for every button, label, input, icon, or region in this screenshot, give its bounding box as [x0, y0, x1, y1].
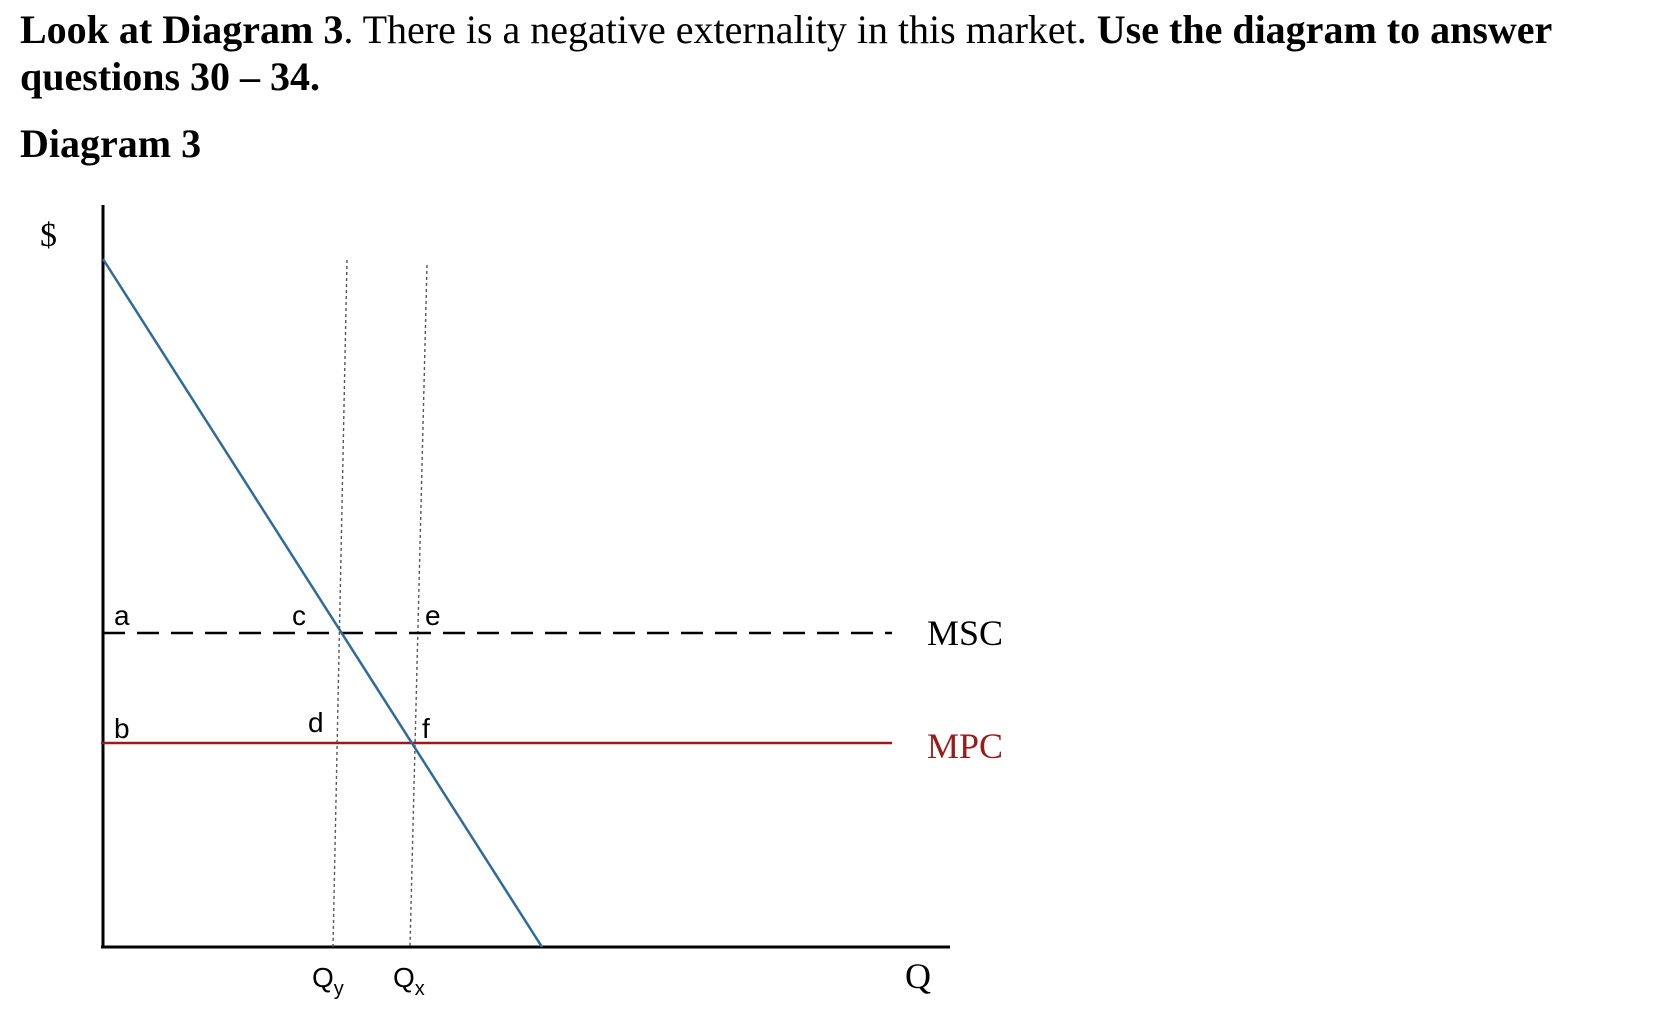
- mpc-label: MPC: [927, 726, 1003, 766]
- intro-bold-1: Look at Diagram 3: [20, 7, 344, 52]
- demand-line: [101, 258, 544, 948]
- point-label-c: c: [292, 600, 306, 631]
- qx-label-main: Q: [393, 962, 415, 993]
- qx-label: Qx: [393, 962, 425, 1000]
- point-label-a: a: [114, 600, 130, 631]
- msc-label: MSC: [927, 613, 1003, 653]
- intro-plain: . There is a negative externality in thi…: [343, 7, 1097, 52]
- point-label-b: b: [114, 713, 130, 744]
- qy-label-sub: y: [334, 978, 344, 1000]
- x-axis-label: Q: [905, 956, 931, 996]
- y-axis-label: $: [40, 217, 57, 254]
- qy-label: Qy: [312, 962, 344, 1000]
- intro-bold-2: Use the diagram to answer questions 30 –…: [20, 7, 1552, 99]
- point-label-f: f: [422, 713, 430, 744]
- diagram-heading: Diagram 3: [20, 121, 202, 166]
- qx-label-sub: x: [415, 978, 425, 1000]
- intro-text: Look at Diagram 3. There is a negative e…: [20, 6, 1660, 100]
- point-label-e: e: [425, 600, 441, 631]
- point-label-d: d: [308, 707, 324, 738]
- qy-guide-line: [332, 259, 348, 948]
- qy-label-main: Q: [312, 962, 334, 993]
